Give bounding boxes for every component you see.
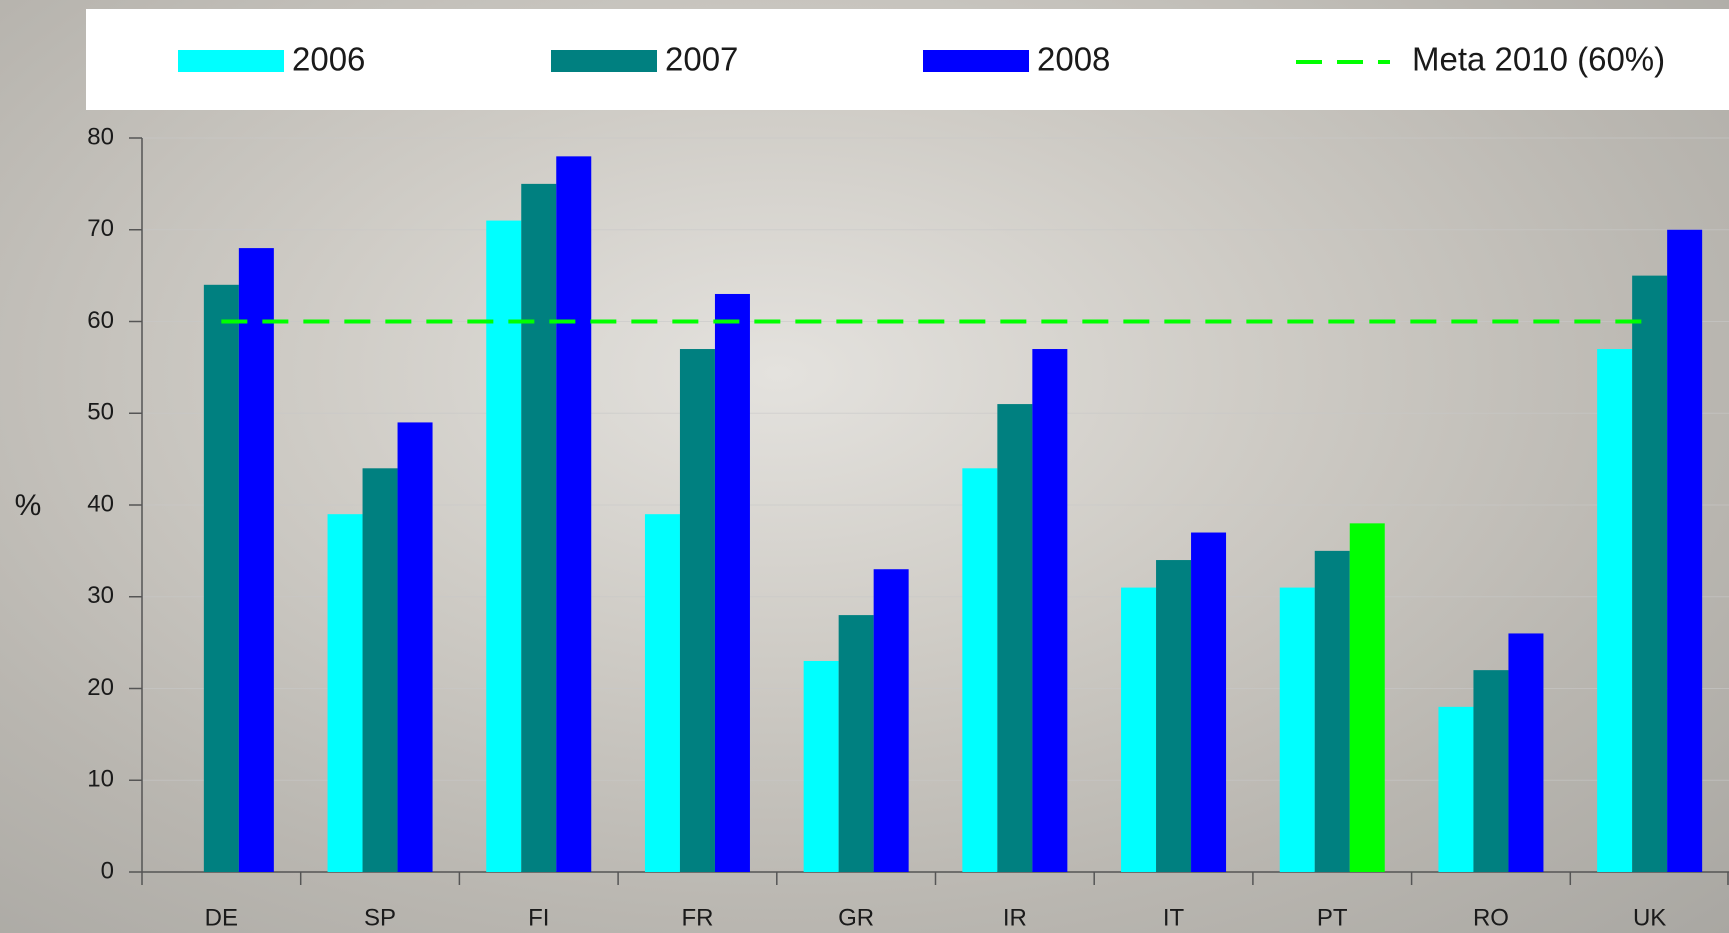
bar [363, 468, 398, 872]
bar [1473, 670, 1508, 872]
bar [1156, 560, 1191, 872]
x-tick-label: DE [205, 904, 238, 931]
bar [486, 221, 521, 872]
bar [521, 184, 556, 872]
x-tick-label: IR [1003, 904, 1027, 931]
page: {"chart_data": {"type": "bar", "y_label"… [0, 0, 1729, 933]
bar [1438, 707, 1473, 872]
legend-swatch [551, 50, 657, 72]
x-tick-label: SP [364, 904, 396, 931]
bar [962, 468, 997, 872]
bar [680, 349, 715, 872]
bar [1632, 276, 1667, 872]
bar [645, 514, 680, 872]
bar [1191, 533, 1226, 872]
bar [1121, 588, 1156, 872]
legend-label: 2006 [292, 41, 365, 78]
bar [1280, 588, 1315, 872]
bar [1508, 633, 1543, 872]
y-tick-label: 80 [87, 123, 114, 150]
y-tick-label: 0 [101, 857, 114, 884]
x-tick-label: IT [1163, 904, 1185, 931]
legend-swatch [178, 50, 284, 72]
y-tick-label: 10 [87, 766, 114, 793]
bar [398, 422, 433, 872]
bar [1350, 523, 1385, 872]
y-tick-label: 60 [87, 307, 114, 334]
bar [997, 404, 1032, 872]
x-tick-label: GR [838, 904, 874, 931]
y-tick-label: 20 [87, 674, 114, 701]
bar [1032, 349, 1067, 872]
bar [839, 615, 874, 872]
x-tick-label: UK [1633, 904, 1666, 931]
legend-label: 2007 [665, 41, 738, 78]
legend-label: 2008 [1037, 41, 1110, 78]
legend-label: Meta 2010 (60%) [1412, 41, 1665, 78]
y-tick-label: 30 [87, 582, 114, 609]
x-tick-label: RO [1473, 904, 1509, 931]
y-tick-label: 70 [87, 215, 114, 242]
bar [715, 294, 750, 872]
chart: % 0 10 20 30 40 50 60 70 80 DE SP FI FR GR IR IT PT RO UK 2… [0, 0, 1729, 933]
bar [328, 514, 363, 872]
x-tick-label: FR [681, 904, 713, 931]
y-tick-label: 40 [87, 490, 114, 517]
y-axis-label: % [15, 489, 42, 522]
legend-swatch [923, 50, 1029, 72]
bar [239, 248, 274, 872]
bar [1597, 349, 1632, 872]
bar [204, 285, 239, 872]
x-tick-label: FI [528, 904, 549, 931]
y-tick-label: 50 [87, 399, 114, 426]
bar [1315, 551, 1350, 872]
bar [874, 569, 909, 872]
bar [556, 156, 591, 872]
x-tick-label: PT [1317, 904, 1348, 931]
bar [804, 661, 839, 872]
bar [1667, 230, 1702, 872]
